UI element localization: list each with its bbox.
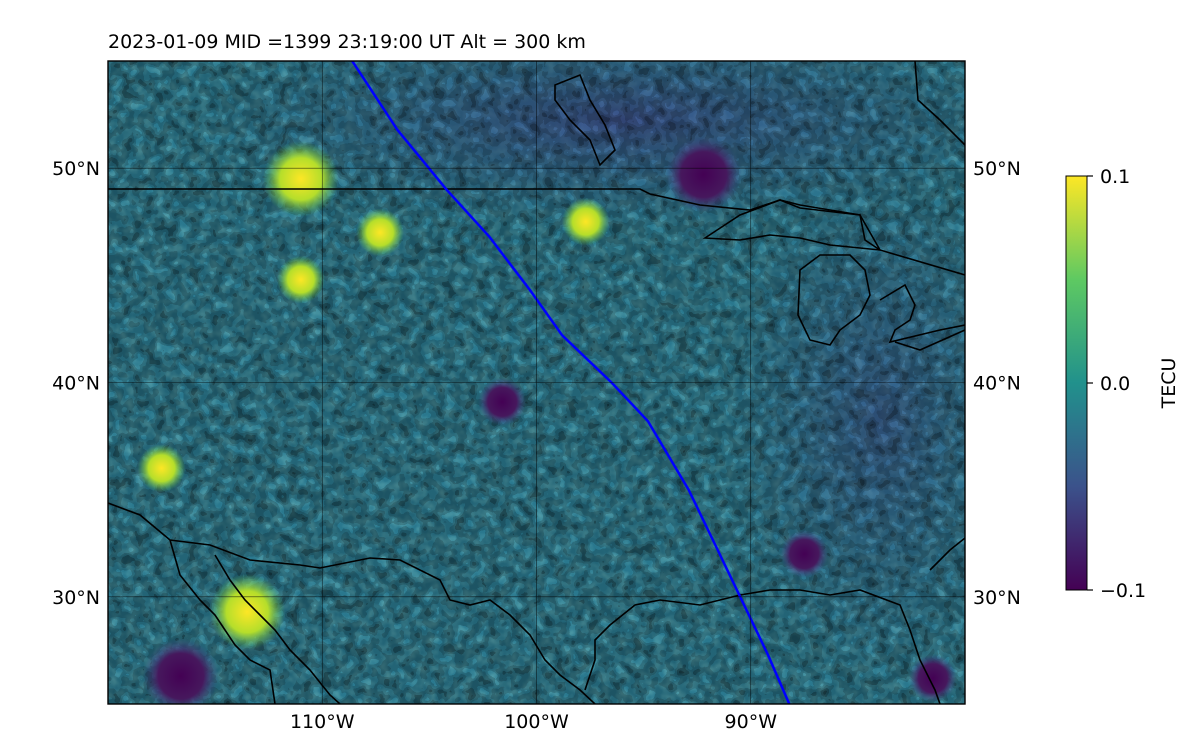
lon-label: 100°W: [504, 711, 569, 733]
lon-label: 110°W: [290, 711, 355, 733]
lat-label-right: 50°N: [973, 158, 1021, 180]
lat-label-left: 30°N: [52, 587, 100, 609]
tec-anomaly-negative: [665, 136, 742, 213]
tec-heatmap: [108, 61, 965, 704]
tec-anomaly-positive: [262, 140, 339, 217]
lat-label-left: 50°N: [52, 158, 100, 180]
lat-label-left: 40°N: [52, 373, 100, 395]
chart-title: 2023-01-09 MID =1399 23:19:00 UT Alt = 3…: [108, 31, 586, 53]
tec-anomaly-negative: [908, 654, 957, 703]
lat-labels-left: 50°N 40°N 30°N: [52, 158, 100, 609]
lon-label: 90°W: [725, 711, 778, 733]
colorbar-tick-label: 0.1: [1100, 166, 1130, 188]
tec-anomaly-positive: [276, 255, 325, 304]
tec-anomaly-negative: [780, 529, 829, 578]
map-gridlines: [108, 61, 965, 704]
colorbar-label: TECU: [1158, 358, 1180, 410]
lon-labels: 110°W 100°W 90°W: [290, 711, 777, 733]
lat-label-right: 30°N: [973, 587, 1021, 609]
tec-anomaly-positive: [209, 573, 286, 650]
colorbar-gradient: [1065, 175, 1088, 591]
tec-anomaly-negative: [478, 377, 527, 426]
coastlines-borders: [108, 61, 965, 704]
colorbar-tick-label: 0.0: [1100, 373, 1130, 395]
colorbar: 0.1 0.0 −0.1 TECU: [1065, 166, 1180, 602]
lat-label-right: 40°N: [973, 373, 1021, 395]
tec-anomaly-positive: [561, 197, 610, 246]
lat-labels-right: 50°N 40°N 30°N: [973, 158, 1021, 609]
tec-anomaly-positive: [356, 208, 405, 257]
tec-anomaly-positive: [137, 444, 186, 493]
map-frame: [107, 60, 966, 705]
tec-anomaly-negative: [142, 638, 219, 704]
colorbar-tick-label: −0.1: [1100, 580, 1146, 602]
